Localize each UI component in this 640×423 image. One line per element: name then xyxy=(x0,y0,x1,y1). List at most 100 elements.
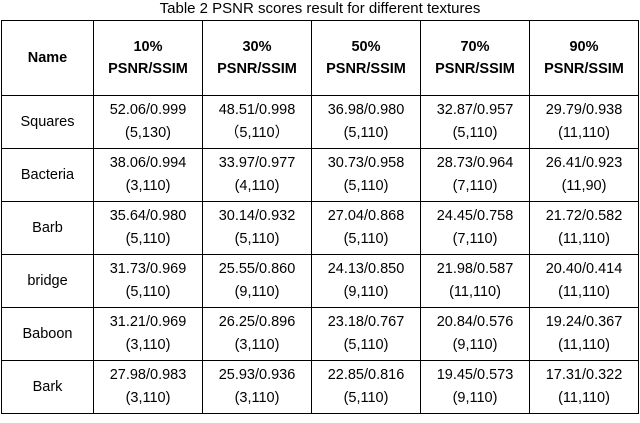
parameter-value: (9,110) xyxy=(452,390,498,406)
score-cell: 21.98/0.587 (11,110) xyxy=(420,254,530,308)
psnr-ssim-value: 32.87/0.957 xyxy=(436,102,514,118)
header-col-70: 70% PSNR/SSIM xyxy=(420,20,530,96)
parameter-value: (5,110) xyxy=(343,125,389,141)
table-row: Bacteria 38.06/0.994 (3,110) 33.97/0.977 (4,… xyxy=(1,148,639,202)
header-col-90: 90% PSNR/SSIM xyxy=(529,20,639,96)
score-cell: 23.18/0.767 (5,110) xyxy=(311,307,421,361)
parameter-value: (5,110) xyxy=(452,125,498,141)
score-cell: 22.85/0.816 (5,110) xyxy=(311,360,421,414)
score-cell: 52.06/0.999 (5,130) xyxy=(93,95,203,149)
psnr-ssim-value: 24.13/0.850 xyxy=(327,261,405,277)
header-metric: PSNR/SSIM xyxy=(544,61,624,77)
parameter-value: (3,110) xyxy=(234,337,280,353)
parameter-value: (7,110) xyxy=(452,178,498,194)
table-row: Bark 27.98/0.983 (3,110) 25.93/0.936 (3,110)… xyxy=(1,360,639,414)
results-table: Name 10% PSNR/SSIM 30% PSNR/SSIM 50% PSN… xyxy=(1,20,639,414)
header-col-10: 10% PSNR/SSIM xyxy=(93,20,203,96)
psnr-ssim-value: 30.14/0.932 xyxy=(218,208,296,224)
header-pct: 50% xyxy=(351,39,381,55)
parameter-value: (11,110) xyxy=(558,125,610,141)
header-pct: 70% xyxy=(460,39,490,55)
header-metric: PSNR/SSIM xyxy=(217,61,297,77)
psnr-ssim-value: 28.73/0.964 xyxy=(436,155,514,171)
score-cell: 25.93/0.936 (3,110) xyxy=(202,360,312,414)
parameter-value: (11,110) xyxy=(558,337,610,353)
score-cell: 24.13/0.850 (9,110) xyxy=(311,254,421,308)
psnr-ssim-value: 19.24/0.367 xyxy=(545,314,623,330)
parameter-value: (11,110) xyxy=(558,284,610,300)
header-pct: 10% xyxy=(133,39,163,55)
parameter-value: (5,110) xyxy=(343,231,389,247)
row-name: Bark xyxy=(1,360,94,414)
parameter-value: (3,110) xyxy=(234,390,280,406)
score-cell: 24.45/0.758 (7,110) xyxy=(420,201,530,255)
score-cell: 19.45/0.573 (9,110) xyxy=(420,360,530,414)
parameter-value: (7,110) xyxy=(452,231,498,247)
score-cell: 38.06/0.994 (3,110) xyxy=(93,148,203,202)
parameter-value: (11,110) xyxy=(558,390,610,406)
row-name: bridge xyxy=(1,254,94,308)
parameter-value: (4,110) xyxy=(234,178,280,194)
psnr-ssim-value: 38.06/0.994 xyxy=(109,155,187,171)
psnr-ssim-value: 27.04/0.868 xyxy=(327,208,405,224)
header-metric: PSNR/SSIM xyxy=(326,61,406,77)
parameter-value: (9,110) xyxy=(234,284,280,300)
psnr-ssim-value: 24.45/0.758 xyxy=(436,208,514,224)
score-cell: 33.97/0.977 (4,110) xyxy=(202,148,312,202)
psnr-ssim-value: 23.18/0.767 xyxy=(327,314,405,330)
table-row: Baboon 31.21/0.969 (3,110) 26.25/0.896 (3,11… xyxy=(1,307,639,361)
score-cell: 35.64/0.980 (5,110) xyxy=(93,201,203,255)
row-name: Bacteria xyxy=(1,148,94,202)
psnr-ssim-value: 26.41/0.923 xyxy=(545,155,623,171)
psnr-ssim-value: 52.06/0.999 xyxy=(109,102,187,118)
psnr-ssim-value: 31.21/0.969 xyxy=(109,314,187,330)
score-cell: 26.41/0.923 (11,90) xyxy=(529,148,639,202)
header-pct: 90% xyxy=(569,39,599,55)
parameter-value: (5,110) xyxy=(343,178,389,194)
row-name: Baboon xyxy=(1,307,94,361)
score-cell: 25.55/0.860 (9,110) xyxy=(202,254,312,308)
table-row: Squares 52.06/0.999 (5,130) 48.51/0.998 （5,1… xyxy=(1,95,639,149)
parameter-value: (3,110) xyxy=(125,390,171,406)
psnr-ssim-value: 31.73/0.969 xyxy=(109,261,187,277)
parameter-value: (5,110) xyxy=(125,284,171,300)
table-caption: Table 2 PSNR scores result for different… xyxy=(159,0,481,17)
score-cell: 19.24/0.367 (11,110) xyxy=(529,307,639,361)
parameter-value: (9,110) xyxy=(343,284,389,300)
parameter-value: (3,110) xyxy=(125,337,171,353)
score-cell: 30.14/0.932 (5,110) xyxy=(202,201,312,255)
psnr-ssim-value: 33.97/0.977 xyxy=(218,155,296,171)
psnr-ssim-value: 35.64/0.980 xyxy=(109,208,187,224)
header-col-50: 50% PSNR/SSIM xyxy=(311,20,421,96)
score-cell: 32.87/0.957 (5,110) xyxy=(420,95,530,149)
score-cell: 21.72/0.582 (11,110) xyxy=(529,201,639,255)
score-cell: 20.40/0.414 (11,110) xyxy=(529,254,639,308)
header-metric: PSNR/SSIM xyxy=(108,61,188,77)
parameter-value: (5,130) xyxy=(125,125,171,141)
psnr-ssim-value: 25.93/0.936 xyxy=(218,367,296,383)
parameter-value: (9,110) xyxy=(452,337,498,353)
psnr-ssim-value: 25.55/0.860 xyxy=(218,261,296,277)
psnr-ssim-value: 19.45/0.573 xyxy=(436,367,514,383)
psnr-ssim-value: 21.98/0.587 xyxy=(436,261,514,277)
table-row: Barb 35.64/0.980 (5,110) 30.14/0.932 (5,110)… xyxy=(1,201,639,255)
header-col-30: 30% PSNR/SSIM xyxy=(202,20,312,96)
parameter-value: (11,110) xyxy=(558,231,610,247)
psnr-ssim-value: 22.85/0.816 xyxy=(327,367,405,383)
psnr-ssim-value: 20.40/0.414 xyxy=(545,261,623,277)
score-cell: 27.04/0.868 (5,110) xyxy=(311,201,421,255)
parameter-value: (5,110) xyxy=(343,390,389,406)
score-cell: 31.73/0.969 (5,110) xyxy=(93,254,203,308)
parameter-value: (5,110) xyxy=(234,231,280,247)
psnr-ssim-value: 26.25/0.896 xyxy=(218,314,296,330)
score-cell: 28.73/0.964 (7,110) xyxy=(420,148,530,202)
score-cell: 27.98/0.983 (3,110) xyxy=(93,360,203,414)
parameter-value: (5,110) xyxy=(343,337,389,353)
psnr-ssim-value: 48.51/0.998 xyxy=(218,102,296,118)
row-name: Barb xyxy=(1,201,94,255)
parameter-value: （5,110） xyxy=(224,125,290,141)
score-cell: 36.98/0.980 (5,110) xyxy=(311,95,421,149)
score-cell: 31.21/0.969 (3,110) xyxy=(93,307,203,361)
parameter-value: (5,110) xyxy=(125,231,171,247)
score-cell: 48.51/0.998 （5,110） xyxy=(202,95,312,149)
